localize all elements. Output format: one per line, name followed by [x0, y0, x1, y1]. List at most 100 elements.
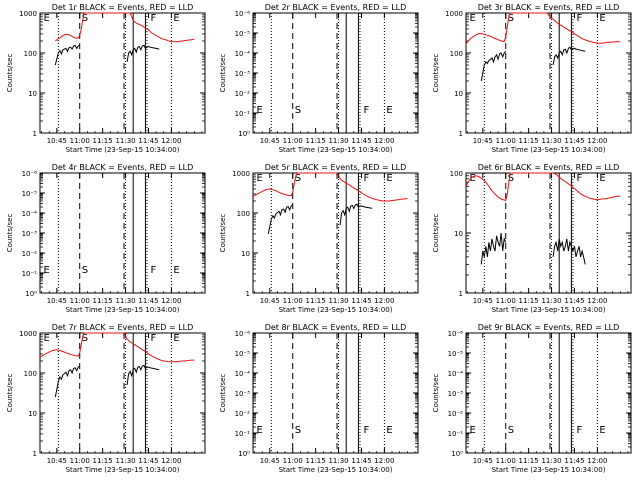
y-tick-label: 100 — [24, 50, 37, 58]
y-tick-label: 10⁻⁶ — [235, 10, 251, 18]
panel-title: Det 9r BLACK = Events, RED = LLD — [478, 323, 620, 332]
y-tick-label: 10⁻² — [448, 410, 464, 418]
y-axis-label: Counts/sec — [432, 214, 440, 253]
x-axis-label: Start Time (23-Sep-15 10:34:00) — [66, 306, 180, 314]
x-tick-label: 12:00 — [374, 457, 394, 465]
marker-label-s: S — [295, 173, 301, 184]
x-tick-label: 10:45 — [473, 297, 493, 305]
panel-title: Det 5r BLACK = Events, RED = LLD — [265, 163, 407, 172]
marker-label-s: S — [508, 13, 514, 24]
x-tick-label: 11:00 — [283, 457, 303, 465]
lld-series-line — [39, 332, 195, 363]
marker-label-e: E — [470, 425, 476, 436]
y-tick-label: 10⁰ — [451, 450, 463, 458]
y-tick-label: 10⁻³ — [448, 390, 464, 398]
y-tick-label: 10⁻¹ — [22, 270, 38, 278]
detector-panel-6: Det 6r BLACK = Events, RED = LLD 1 10 100 Co… — [432, 163, 632, 314]
y-axis-label: Counts/sec — [432, 374, 440, 413]
y-tick-label: 1 — [459, 290, 463, 298]
y-tick-label: 10 — [241, 250, 250, 258]
x-tick-label: 10:45 — [260, 297, 280, 305]
x-tick-label: 10:45 — [260, 457, 280, 465]
x-tick-label: 12:00 — [161, 457, 181, 465]
y-axis-label: Counts/sec — [6, 214, 14, 253]
x-axis-label: Start Time (23-Sep-15 10:34:00) — [279, 306, 393, 314]
y-tick-label: 10 — [28, 410, 37, 418]
x-tick-label: 11:30 — [328, 457, 348, 465]
marker-label-e: E — [173, 333, 179, 344]
y-tick-label: 10⁻² — [235, 410, 251, 418]
marker-label-s: S — [82, 333, 88, 344]
x-tick-label: 11:30 — [541, 297, 561, 305]
y-tick-label: 1 — [33, 450, 37, 458]
y-tick-label: 1 — [459, 130, 463, 138]
detector-panel-2: Det 2r BLACK = Events, RED = LLD 10⁰ 10⁻¹ 1… — [219, 3, 419, 154]
marker-label-f: F — [363, 425, 369, 436]
marker-label-e: E — [386, 173, 392, 184]
y-tick-label: 10⁻⁵ — [22, 190, 38, 198]
panel-title: Det 7r BLACK = Events, RED = LLD — [52, 323, 194, 332]
plot-frame — [252, 12, 419, 134]
marker-label-f: F — [576, 173, 582, 184]
lld-series-line — [465, 172, 621, 202]
x-tick-label: 11:00 — [496, 137, 516, 145]
panel-title: Det 8r BLACK = Events, RED = LLD — [265, 323, 407, 332]
x-tick-label: 10:45 — [473, 137, 493, 145]
marker-label-e: E — [44, 333, 50, 344]
x-tick-label: 11:00 — [496, 297, 516, 305]
x-tick-label: 11:30 — [328, 297, 348, 305]
x-tick-label: 11:45 — [138, 457, 158, 465]
marker-label-f: F — [363, 173, 369, 184]
y-tick-label: 10⁻⁴ — [235, 370, 251, 378]
x-tick-label: 12:00 — [161, 297, 181, 305]
plot-frame — [252, 332, 419, 454]
x-axis-label: Start Time (23-Sep-15 10:34:00) — [492, 306, 606, 314]
x-tick-label: 12:00 — [374, 137, 394, 145]
marker-label-f: F — [150, 333, 156, 344]
y-tick-label: 10⁰ — [238, 450, 250, 458]
panel-title: Det 4r BLACK = Events, RED = LLD — [52, 163, 194, 172]
marker-label-e: E — [173, 13, 179, 24]
x-tick-label: 10:45 — [473, 457, 493, 465]
x-tick-label: 11:30 — [115, 457, 135, 465]
y-tick-label: 10⁻⁵ — [448, 350, 464, 358]
y-tick-label: 10⁻³ — [235, 390, 251, 398]
x-axis-label: Start Time (23-Sep-15 10:34:00) — [66, 146, 180, 154]
y-tick-label: 10⁻² — [235, 90, 251, 98]
y-axis-label: Counts/sec — [6, 54, 14, 93]
x-tick-label: 11:45 — [138, 137, 158, 145]
marker-label-e: E — [470, 13, 476, 24]
lld-series-line — [55, 12, 195, 43]
x-tick-label: 11:45 — [564, 297, 584, 305]
plot-frame — [252, 172, 419, 294]
y-tick-label: 10 — [454, 230, 463, 238]
detector-panel-8: Det 8r BLACK = Events, RED = LLD 10⁰ 10⁻¹ 1… — [219, 323, 419, 474]
y-tick-label: 10⁰ — [25, 290, 37, 298]
plot-frame — [465, 12, 632, 134]
y-tick-label: 10⁻⁵ — [235, 30, 251, 38]
x-axis-label: Start Time (23-Sep-15 10:34:00) — [66, 466, 180, 474]
y-tick-label: 10⁻² — [22, 250, 38, 258]
panel-title: Det 2r BLACK = Events, RED = LLD — [265, 3, 407, 12]
x-tick-label: 11:45 — [351, 297, 371, 305]
events-series-line — [552, 46, 586, 66]
x-tick-label: 11:00 — [70, 137, 90, 145]
events-series-line — [126, 44, 160, 62]
marker-label-e: E — [599, 13, 605, 24]
x-tick-label: 11:15 — [519, 297, 539, 305]
events-series-line — [54, 365, 81, 398]
x-tick-label: 11:00 — [70, 297, 90, 305]
x-tick-label: 11:00 — [283, 137, 303, 145]
y-tick-label: 100 — [450, 50, 463, 58]
marker-label-f: F — [576, 13, 582, 24]
marker-label-s: S — [295, 425, 301, 436]
y-tick-label: 10⁻³ — [22, 230, 38, 238]
y-tick-label: 10⁻¹ — [448, 430, 464, 438]
x-tick-label: 11:30 — [115, 297, 135, 305]
lld-series-line — [252, 172, 408, 202]
plot-frame — [39, 332, 206, 454]
marker-label-f: F — [576, 425, 582, 436]
x-tick-label: 11:15 — [93, 457, 113, 465]
detector-panel-1: Det 1r BLACK = Events, RED = LLD 1 10 100 10… — [6, 3, 206, 154]
